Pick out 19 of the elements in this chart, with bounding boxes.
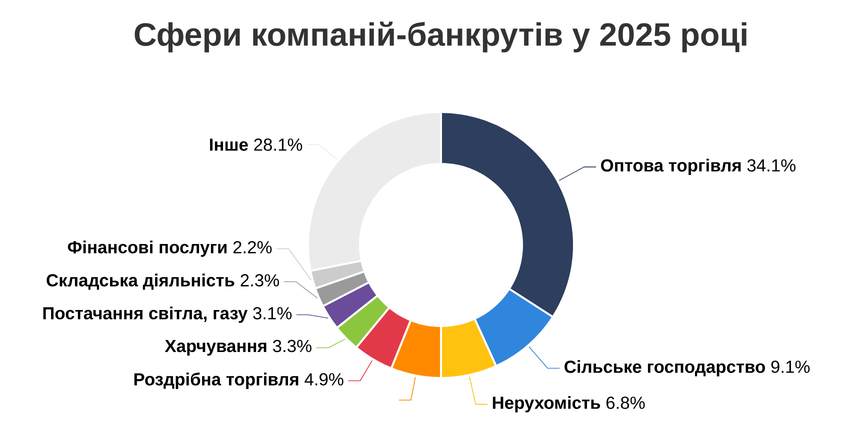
data-label: 2.3%	[240, 274, 279, 286]
slice-label: Інше	[210, 138, 248, 151]
slice-label: Роздрібна торгівля	[134, 372, 298, 389]
slice-label: Сільське господарство	[564, 360, 765, 376]
slice-label: Харчування	[164, 340, 266, 356]
slice-label: Складська діяльність	[46, 274, 234, 290]
chart-title: Сфери компаній-банкрутів у 2025 році	[134, 22, 746, 52]
slice-label: Нерухомість	[492, 396, 600, 412]
data-label: 4.9%	[304, 373, 344, 386]
slice-label: Фінансові послуги	[68, 240, 227, 257]
data-label: 3.1%	[253, 307, 292, 320]
slice-label: Оптова торгівля	[601, 158, 741, 176]
data-label: 3.3%	[272, 340, 312, 352]
data-label: 9.1%	[771, 360, 810, 373]
data-label: 28.1%	[254, 138, 302, 151]
slice-label: Постачання світла, газу	[43, 306, 248, 323]
data-label: 6.8%	[606, 396, 645, 409]
data-label: 34.1%	[747, 159, 796, 172]
data-label: 2.2%	[233, 241, 272, 254]
